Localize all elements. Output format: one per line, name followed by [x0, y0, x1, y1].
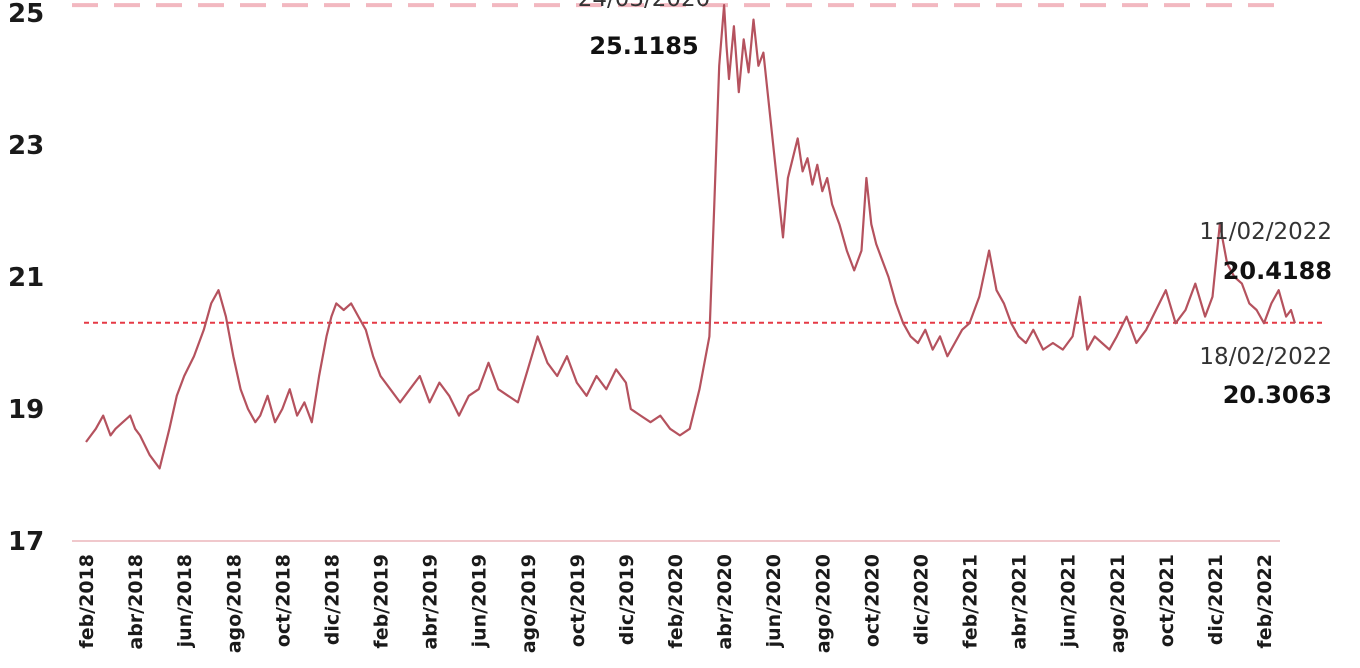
- x-tick-label: jun/2019: [469, 554, 491, 648]
- annotation-peak-date: 24/03/2020: [578, 0, 711, 12]
- x-tick-label: oct/2019: [567, 554, 589, 647]
- x-tick-label: dic/2021: [1205, 554, 1227, 645]
- x-tick-label: ago/2021: [1107, 554, 1129, 653]
- series-line: [85, 3, 1296, 470]
- x-tick-label: abr/2019: [420, 554, 442, 650]
- x-tick-label: jun/2018: [174, 554, 196, 648]
- y-tick-label: 25: [8, 0, 44, 29]
- y-tick-label: 19: [8, 395, 44, 425]
- annotation-current-value: 20.3063: [1223, 381, 1332, 409]
- x-tick-label: ago/2020: [812, 554, 834, 653]
- x-tick-label: jun/2021: [1058, 554, 1080, 648]
- annotation-current-date: 18/02/2022: [1199, 344, 1332, 370]
- y-tick-label: 23: [8, 131, 44, 161]
- annotation-peak-value: 25.1185: [589, 32, 698, 60]
- x-tick-label: jun/2020: [763, 554, 785, 648]
- x-tick-label: abr/2018: [125, 554, 147, 650]
- x-tick-label: oct/2018: [272, 554, 294, 647]
- x-tick-label: feb/2018: [76, 554, 98, 649]
- x-tick-label: ago/2018: [223, 554, 245, 653]
- x-axis-ticks: feb/2018 abr/2018 jun/2018 ago/2018 oct/2018…: [76, 554, 1276, 653]
- x-tick-label: feb/2021: [960, 554, 982, 649]
- y-axis-ticks: 17 19 21 23 25: [8, 0, 44, 557]
- x-tick-label: abr/2021: [1009, 554, 1031, 650]
- x-tick-label: dic/2019: [616, 554, 638, 645]
- annotation-last-high-value: 20.4188: [1223, 257, 1332, 285]
- x-tick-label: feb/2019: [371, 554, 393, 649]
- x-tick-label: oct/2021: [1156, 554, 1178, 647]
- annotation-last-high-date: 11/02/2022: [1199, 219, 1332, 245]
- y-tick-label: 17: [8, 527, 44, 557]
- y-tick-label: 21: [8, 263, 44, 293]
- x-tick-label: feb/2022: [1254, 554, 1276, 649]
- x-tick-label: dic/2018: [321, 554, 343, 645]
- x-tick-label: dic/2020: [910, 554, 932, 645]
- x-tick-label: feb/2020: [665, 554, 687, 649]
- x-tick-label: abr/2020: [714, 554, 736, 650]
- x-tick-label: oct/2020: [861, 554, 883, 647]
- x-tick-label: ago/2019: [518, 554, 540, 653]
